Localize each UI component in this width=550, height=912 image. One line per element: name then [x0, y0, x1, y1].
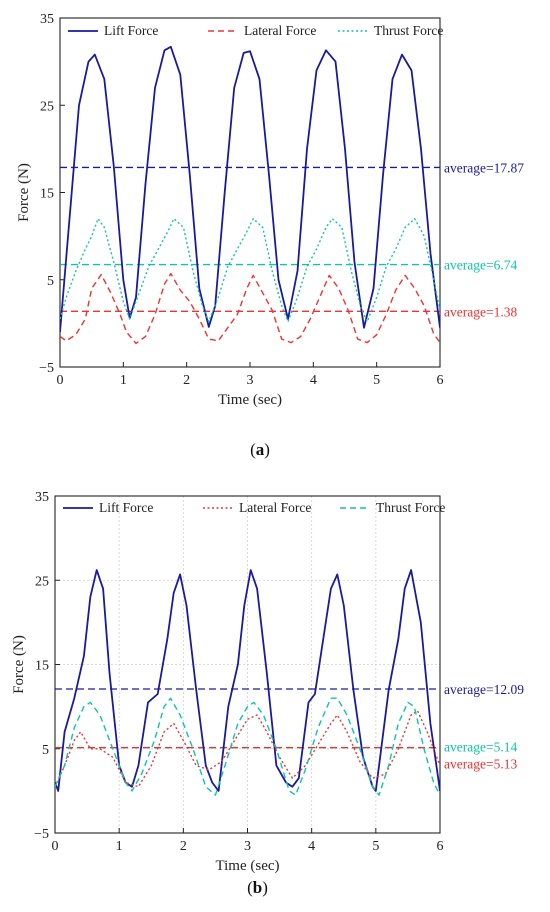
x-tick-label: 4 [308, 839, 315, 854]
chart-panel-a: 0 1 2 3 4 5 6 −5 5 15 25 35 Time (sec) Force (N) avera… [16, 12, 524, 459]
x-tick-label: 4 [310, 373, 317, 388]
legend-label: Thrust Force [376, 500, 445, 515]
x-tick-label: 2 [183, 373, 190, 388]
x-axis-label: Time (sec) [215, 858, 279, 874]
panel-caption: (b) [247, 878, 268, 897]
series-group [60, 45, 440, 345]
legend: Lift Force Lateral Force Thrust Force [63, 500, 445, 515]
average-label: average=1.38 [444, 304, 517, 319]
grid [55, 496, 440, 833]
x-tick-label: 5 [373, 373, 380, 388]
plot-frame [59, 17, 441, 368]
y-tick-label: 25 [40, 99, 54, 114]
average-label: average=17.87 [444, 160, 524, 175]
y-tick-label: 35 [40, 12, 54, 27]
y-tick-label: 5 [47, 274, 54, 289]
x-tick-label: 1 [116, 839, 123, 854]
average-label: average=6.74 [444, 258, 517, 273]
series-line-thrust-force [60, 217, 440, 323]
y-tick-label: 25 [35, 574, 49, 589]
legend-label: Lateral Force [239, 500, 311, 515]
y-tick-label: 35 [35, 490, 49, 505]
legend-label: Thrust Force [374, 23, 443, 38]
y-axis-label: Force (N) [11, 635, 27, 694]
x-tick-label: 1 [120, 373, 127, 388]
x-tick-label: 6 [437, 839, 444, 854]
y-tick-label: 15 [35, 659, 49, 674]
x-tick-label: 3 [247, 373, 254, 388]
legend-label: Lateral Force [244, 23, 316, 38]
average-label: average=5.14 [444, 740, 517, 755]
series-group [55, 569, 440, 796]
x-tick-label: 0 [57, 373, 64, 388]
x-axis-label: Time (sec) [218, 392, 282, 408]
average-label: average=5.13 [444, 757, 517, 772]
series-line-lateral-force [60, 272, 440, 345]
series-line-lift-force [60, 45, 440, 333]
legend: Lift Force Lateral Force Thrust Force [68, 23, 443, 38]
x-tick-label: 6 [437, 373, 444, 388]
chart-panel-b: 0 1 2 3 4 5 6 −5 5 15 25 35 Time (sec) Force (N) avera… [11, 490, 524, 897]
x-tick-label: 5 [372, 839, 379, 854]
x-tick-label: 2 [180, 839, 187, 854]
series-line-lateral-force [55, 710, 440, 788]
x-tick-label: 3 [244, 839, 251, 854]
legend-label: Lift Force [99, 500, 153, 515]
y-tick-label: 15 [40, 187, 54, 202]
legend-label: Lift Force [104, 23, 158, 38]
x-tick-label: 0 [52, 839, 59, 854]
y-axis-label: Force (N) [16, 163, 32, 222]
y-tick-label: 5 [42, 743, 49, 758]
average-label: average=12.09 [444, 682, 524, 697]
y-tick-label: −5 [34, 827, 49, 842]
y-tick-label: −5 [39, 361, 54, 376]
panel-caption: (a) [250, 440, 270, 459]
series-line-thrust-force [55, 697, 440, 796]
